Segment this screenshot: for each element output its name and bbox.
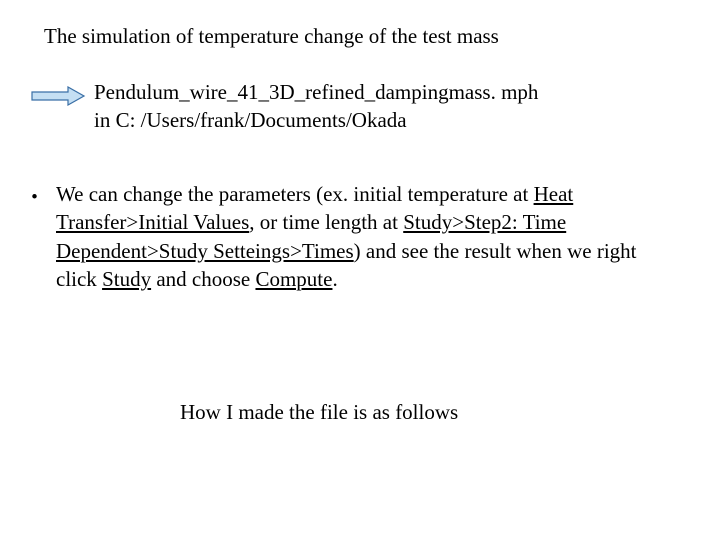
body-seg-2: , or time length at <box>249 210 403 234</box>
bullet-icon: ・ <box>24 181 45 211</box>
body-seg-1: We can change the parameters (ex. initia… <box>56 182 534 206</box>
arrow-icon <box>30 86 86 111</box>
file-location-path: C: /Users/frank/Documents/Okada <box>116 108 407 132</box>
file-name: Pendulum_wire_41_3D_refined_dampingmass.… <box>94 80 538 104</box>
body-text: We can change the parameters (ex. initia… <box>56 180 656 293</box>
link-study: Study <box>102 267 151 291</box>
file-location-prefix: in <box>94 108 116 132</box>
file-info: Pendulum_wire_41_3D_refined_dampingmass.… <box>94 78 538 135</box>
body-seg-4: and choose <box>151 267 255 291</box>
footer-text: How I made the file is as follows <box>180 400 660 425</box>
link-compute: Compute <box>255 267 332 291</box>
body-seg-5: . <box>332 267 337 291</box>
slide-title: The simulation of temperature change of … <box>44 24 676 49</box>
